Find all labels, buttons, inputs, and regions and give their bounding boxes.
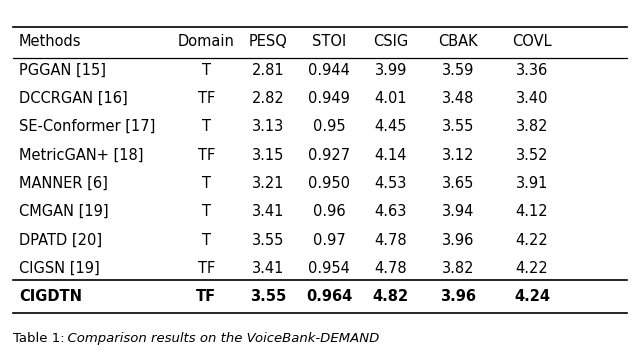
Text: CBAK: CBAK xyxy=(438,34,478,49)
Text: MetricGAN+ [18]: MetricGAN+ [18] xyxy=(19,148,143,163)
Text: 3.59: 3.59 xyxy=(442,63,474,78)
Text: CMGAN [19]: CMGAN [19] xyxy=(19,204,109,219)
Text: 3.41: 3.41 xyxy=(252,204,284,219)
Text: 3.52: 3.52 xyxy=(516,148,548,163)
Text: 3.96: 3.96 xyxy=(442,233,474,248)
Text: TF: TF xyxy=(198,148,215,163)
Text: TF: TF xyxy=(196,289,216,304)
Text: 3.99: 3.99 xyxy=(374,63,407,78)
Text: DCCRGAN [16]: DCCRGAN [16] xyxy=(19,91,128,106)
Text: 4.53: 4.53 xyxy=(374,176,407,191)
Text: 0.950: 0.950 xyxy=(308,176,350,191)
Text: CIGSN [19]: CIGSN [19] xyxy=(19,261,100,276)
Text: 0.96: 0.96 xyxy=(313,204,346,219)
Text: SE-Conformer [17]: SE-Conformer [17] xyxy=(19,119,156,134)
Text: Table 1:: Table 1: xyxy=(13,332,65,345)
Text: PGGAN [15]: PGGAN [15] xyxy=(19,63,106,78)
Text: 3.82: 3.82 xyxy=(516,119,548,134)
Text: 3.36: 3.36 xyxy=(516,63,548,78)
Text: 3.94: 3.94 xyxy=(442,204,474,219)
Text: CIGDTN: CIGDTN xyxy=(19,289,82,304)
Text: STOI: STOI xyxy=(312,34,346,49)
Text: 0.964: 0.964 xyxy=(306,289,353,304)
Text: 3.55: 3.55 xyxy=(250,289,286,304)
Text: 4.12: 4.12 xyxy=(516,204,548,219)
Text: 4.63: 4.63 xyxy=(374,204,407,219)
Text: 3.55: 3.55 xyxy=(442,119,474,134)
Text: 4.78: 4.78 xyxy=(374,261,407,276)
Text: Domain: Domain xyxy=(178,34,235,49)
Text: 4.78: 4.78 xyxy=(374,233,407,248)
Text: 3.55: 3.55 xyxy=(252,233,284,248)
Text: 2.81: 2.81 xyxy=(252,63,284,78)
Text: 0.949: 0.949 xyxy=(308,91,350,106)
Text: 3.91: 3.91 xyxy=(516,176,548,191)
Text: T: T xyxy=(202,204,211,219)
Text: 3.65: 3.65 xyxy=(442,176,474,191)
Text: 3.40: 3.40 xyxy=(516,91,548,106)
Text: COVL: COVL xyxy=(512,34,552,49)
Text: TF: TF xyxy=(198,91,215,106)
Text: Methods: Methods xyxy=(19,34,81,49)
Text: 4.01: 4.01 xyxy=(374,91,407,106)
Text: 4.22: 4.22 xyxy=(516,261,548,276)
Text: 2.82: 2.82 xyxy=(252,91,284,106)
Text: DPATD [20]: DPATD [20] xyxy=(19,233,102,248)
Text: 3.15: 3.15 xyxy=(252,148,284,163)
Text: 3.41: 3.41 xyxy=(252,261,284,276)
Text: 3.96: 3.96 xyxy=(440,289,476,304)
Text: 4.24: 4.24 xyxy=(514,289,550,304)
Text: MANNER [6]: MANNER [6] xyxy=(19,176,108,191)
Text: 0.954: 0.954 xyxy=(308,261,350,276)
Text: Comparison results on the VoiceBank-DEMAND: Comparison results on the VoiceBank-DEMA… xyxy=(59,332,380,345)
Text: T: T xyxy=(202,119,211,134)
Text: 3.48: 3.48 xyxy=(442,91,474,106)
Text: 4.22: 4.22 xyxy=(516,233,548,248)
Text: T: T xyxy=(202,63,211,78)
Text: PESQ: PESQ xyxy=(248,34,287,49)
Text: 4.82: 4.82 xyxy=(372,289,409,304)
Text: 4.45: 4.45 xyxy=(374,119,407,134)
Text: T: T xyxy=(202,233,211,248)
Text: 3.82: 3.82 xyxy=(442,261,474,276)
Text: 0.927: 0.927 xyxy=(308,148,350,163)
Text: 4.14: 4.14 xyxy=(374,148,407,163)
Text: TF: TF xyxy=(198,261,215,276)
Text: CSIG: CSIG xyxy=(373,34,408,49)
Text: 0.95: 0.95 xyxy=(313,119,346,134)
Text: 0.944: 0.944 xyxy=(308,63,350,78)
Text: 0.97: 0.97 xyxy=(313,233,346,248)
Text: 3.13: 3.13 xyxy=(252,119,284,134)
Text: 3.12: 3.12 xyxy=(442,148,474,163)
Text: 3.21: 3.21 xyxy=(252,176,284,191)
Text: T: T xyxy=(202,176,211,191)
